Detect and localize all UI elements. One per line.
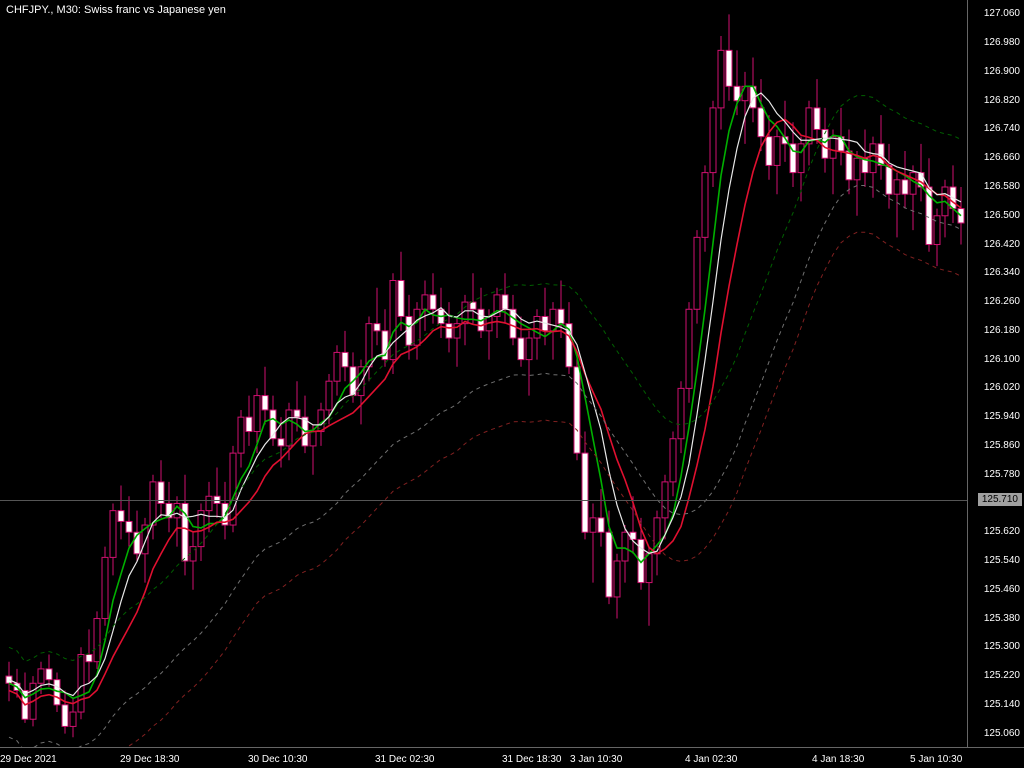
time-tick-label: 4 Jan 02:30 [685, 754, 737, 765]
time-axis: 29 Dec 2021 29 Dec 18:30 30 Dec 10:30 31 De… [0, 748, 968, 768]
current-price-marker: 125.710 [978, 493, 1022, 506]
price-tick-label: 125.060 [984, 728, 1020, 739]
time-tick-label: 30 Dec 10:30 [248, 754, 308, 765]
price-tick-label: 126.180 [984, 325, 1020, 336]
price-axis: 127.060 126.980 126.900 126.820 126.740 126.6… [968, 0, 1024, 748]
time-tick-label: 29 Dec 2021 [0, 754, 57, 765]
price-tick-label: 126.020 [984, 382, 1020, 393]
price-tick-label: 126.340 [984, 267, 1020, 278]
time-tick-label: 5 Jan 10:30 [910, 754, 962, 765]
price-tick-label: 126.900 [984, 66, 1020, 77]
time-tick-label: 4 Jan 18:30 [812, 754, 864, 765]
price-tick-label: 126.260 [984, 296, 1020, 307]
price-tick-label: 126.420 [984, 239, 1020, 250]
price-tick-label: 125.860 [984, 440, 1020, 451]
price-tick-label: 125.380 [984, 613, 1020, 624]
price-tick-label: 125.220 [984, 670, 1020, 681]
price-tick-label: 125.540 [984, 555, 1020, 566]
chart-title: CHFJPY., M30: Swiss franc vs Japanese ye… [6, 4, 226, 16]
price-tick-label: 125.620 [984, 526, 1020, 537]
price-tick-label: 125.940 [984, 411, 1020, 422]
time-tick-label: 31 Dec 02:30 [375, 754, 435, 765]
price-tick-label: 126.660 [984, 152, 1020, 163]
price-tick-label: 125.300 [984, 641, 1020, 652]
time-tick-label: 29 Dec 18:30 [120, 754, 180, 765]
price-tick-label: 126.820 [984, 95, 1020, 106]
chart-container: CHFJPY., M30: Swiss franc vs Japanese ye… [0, 0, 1024, 768]
candlestick-chart[interactable] [0, 0, 968, 748]
price-hline [0, 500, 968, 501]
price-tick-label: 125.460 [984, 584, 1020, 595]
price-tick-label: 126.100 [984, 354, 1020, 365]
price-tick-label: 126.500 [984, 210, 1020, 221]
price-tick-label: 125.140 [984, 699, 1020, 710]
price-tick-label: 125.780 [984, 469, 1020, 480]
price-tick-label: 127.060 [984, 8, 1020, 19]
time-tick-label: 31 Dec 18:30 [502, 754, 562, 765]
price-tick-label: 126.580 [984, 181, 1020, 192]
price-tick-label: 126.740 [984, 123, 1020, 134]
time-tick-label: 3 Jan 10:30 [570, 754, 622, 765]
price-tick-label: 126.980 [984, 37, 1020, 48]
